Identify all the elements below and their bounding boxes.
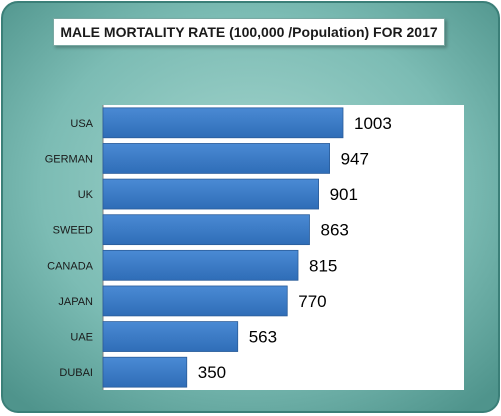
category-label-dubai: DUBAI xyxy=(59,367,93,379)
bar-uk xyxy=(102,178,319,210)
value-label-dubai: 350 xyxy=(198,363,226,382)
category-label-usa: USA xyxy=(70,118,93,130)
category-label-sweed: SWEED xyxy=(53,225,93,237)
bars xyxy=(102,107,344,388)
bar-german xyxy=(102,143,331,174)
chart-title: MALE MORTALITY RATE (100,000 /Population… xyxy=(53,18,445,46)
bar-japan xyxy=(102,285,288,317)
value-label-uae: 563 xyxy=(249,328,277,347)
value-label-german: 947 xyxy=(341,149,369,168)
bar-sweed xyxy=(102,214,310,246)
category-label-uk: UK xyxy=(78,189,94,201)
bar-dubai xyxy=(102,356,188,388)
category-label-japan: JAPAN xyxy=(58,296,93,308)
value-label-uk: 901 xyxy=(330,185,358,204)
category-label-canada: CANADA xyxy=(47,260,94,272)
category-labels: USA GERMAN UK SWEED CANADA JAPAN UAE DUBAI xyxy=(45,118,94,379)
category-label-uae: UAE xyxy=(70,332,93,344)
category-label-german: GERMAN xyxy=(45,153,93,165)
value-label-sweed: 863 xyxy=(321,221,349,240)
bar-canada xyxy=(102,249,299,281)
value-label-usa: 1003 xyxy=(354,114,392,133)
value-labels: 1003 947 901 863 815 770 563 350 xyxy=(198,114,392,382)
bar-uae xyxy=(102,321,239,352)
value-label-japan: 770 xyxy=(298,292,326,311)
bar-usa xyxy=(102,107,344,139)
value-label-canada: 815 xyxy=(309,256,337,275)
